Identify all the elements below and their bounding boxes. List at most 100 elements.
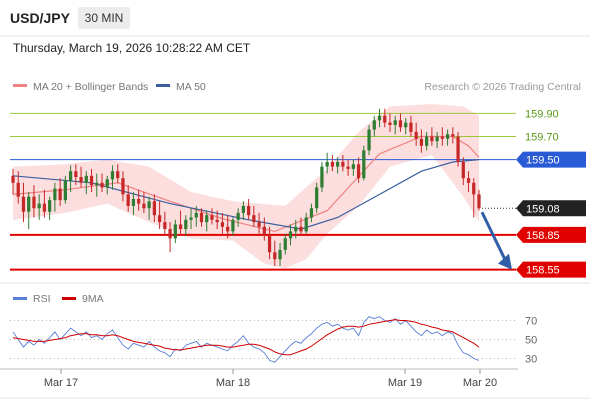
candle-body bbox=[231, 219, 235, 232]
candle-body bbox=[461, 161, 465, 179]
candle-body bbox=[393, 120, 397, 125]
candle-body bbox=[215, 219, 219, 223]
candle-body bbox=[288, 231, 293, 239]
candle-body bbox=[267, 236, 272, 253]
candle-body bbox=[356, 164, 361, 179]
candle-body bbox=[199, 212, 204, 223]
x-tick-label: Mar 20 bbox=[463, 377, 497, 389]
support-tag bbox=[516, 261, 586, 278]
candle-body bbox=[11, 175, 15, 183]
pivot-tag bbox=[516, 151, 586, 168]
candle-body bbox=[346, 166, 350, 169]
support-tag bbox=[516, 226, 586, 243]
arrow-head bbox=[498, 253, 512, 270]
candle-body bbox=[309, 208, 314, 218]
candle-body bbox=[226, 226, 230, 232]
candle-body bbox=[477, 194, 481, 209]
candle-body bbox=[236, 212, 240, 220]
candle-body bbox=[89, 175, 94, 186]
legend-ma50-swatch bbox=[156, 84, 170, 87]
rsi-line bbox=[12, 316, 480, 363]
rsi-panel: 70 50 30 bbox=[10, 316, 537, 366]
legend-rsi-swatch bbox=[13, 297, 27, 300]
candle-body bbox=[362, 150, 366, 179]
support-label: 158.55 bbox=[526, 265, 560, 277]
legend-ma50-label: MA 50 bbox=[176, 81, 206, 93]
symbol-label: USD/JPY bbox=[10, 10, 70, 26]
candle-body bbox=[320, 166, 324, 188]
candle-body bbox=[184, 219, 188, 230]
candle-body bbox=[42, 203, 47, 212]
support-label: 158.85 bbox=[526, 230, 560, 242]
candle-body bbox=[315, 187, 319, 209]
timeframe-button[interactable]: 30 MIN bbox=[78, 7, 130, 29]
candle-body bbox=[157, 215, 162, 223]
candle-body bbox=[147, 201, 151, 209]
candle-body bbox=[246, 205, 251, 216]
rsi-tick-label: 50 bbox=[525, 335, 537, 347]
candle-body bbox=[205, 215, 209, 223]
candle-body bbox=[220, 222, 225, 227]
candle-body bbox=[299, 226, 303, 232]
candle-body bbox=[341, 161, 345, 167]
candle-body bbox=[377, 115, 382, 121]
candle-body bbox=[451, 134, 455, 137]
candle-body bbox=[178, 224, 183, 230]
resistance-label: 159.70 bbox=[525, 132, 559, 144]
candle-body bbox=[456, 136, 460, 162]
candle-body bbox=[116, 171, 120, 179]
candle-body bbox=[351, 164, 355, 169]
legend-main: MA 20 + Bollinger Bands MA 50 Research ©… bbox=[13, 81, 581, 93]
candle-body bbox=[241, 205, 246, 213]
candle-body bbox=[126, 194, 130, 206]
candle-body bbox=[472, 182, 476, 195]
bollinger-fill bbox=[13, 104, 479, 269]
ma50-line bbox=[12, 159, 480, 230]
legend-rsi-ma-swatch bbox=[62, 297, 76, 300]
legend-ma20-label: MA 20 + Bollinger Bands bbox=[33, 81, 148, 93]
resistance-label: 159.90 bbox=[525, 108, 559, 120]
bollinger-band bbox=[13, 104, 479, 269]
timestamp-label: Thursday, March 19, 2026 10:28:22 AM CET bbox=[13, 41, 251, 55]
candle-body bbox=[435, 136, 439, 142]
candle-body bbox=[32, 196, 36, 209]
candle-body bbox=[173, 224, 177, 239]
candle-body bbox=[294, 226, 298, 232]
candle-body bbox=[100, 182, 104, 188]
candle-body bbox=[105, 179, 109, 188]
x-tick-label: Mar 17 bbox=[44, 377, 78, 389]
candle-body bbox=[388, 122, 392, 125]
candle-body bbox=[74, 171, 78, 178]
candle-body bbox=[16, 182, 20, 197]
candle-body bbox=[283, 238, 287, 250]
candle-body bbox=[383, 115, 387, 123]
candle-body bbox=[304, 217, 308, 232]
legend-ma20-swatch bbox=[13, 84, 27, 87]
candle-body bbox=[37, 203, 41, 209]
projection-arrow bbox=[480, 211, 512, 270]
legend-rsi-ma-label: 9MA bbox=[82, 293, 104, 305]
candle-body bbox=[262, 226, 266, 237]
candle-body bbox=[409, 122, 413, 132]
arrow-shaft bbox=[480, 211, 507, 261]
x-tick-label: Mar 18 bbox=[216, 377, 250, 389]
candle-body bbox=[440, 136, 444, 139]
rsi-tick-label: 70 bbox=[525, 316, 537, 328]
candle-body bbox=[27, 196, 31, 212]
candle-body bbox=[210, 215, 214, 220]
candle-body bbox=[273, 252, 277, 260]
candle-body bbox=[466, 178, 471, 183]
candle-body bbox=[330, 161, 335, 167]
candle-body bbox=[367, 129, 371, 151]
candle-body bbox=[252, 215, 256, 223]
candle-body bbox=[194, 212, 198, 218]
candle-body bbox=[21, 196, 26, 212]
candle-body bbox=[68, 171, 73, 181]
candle-body bbox=[257, 222, 261, 227]
candles bbox=[11, 108, 481, 267]
candle-body bbox=[398, 120, 403, 128]
candle-body bbox=[110, 171, 115, 180]
candle-body bbox=[48, 200, 52, 212]
candle-body bbox=[63, 180, 67, 201]
candle-body bbox=[58, 188, 62, 201]
